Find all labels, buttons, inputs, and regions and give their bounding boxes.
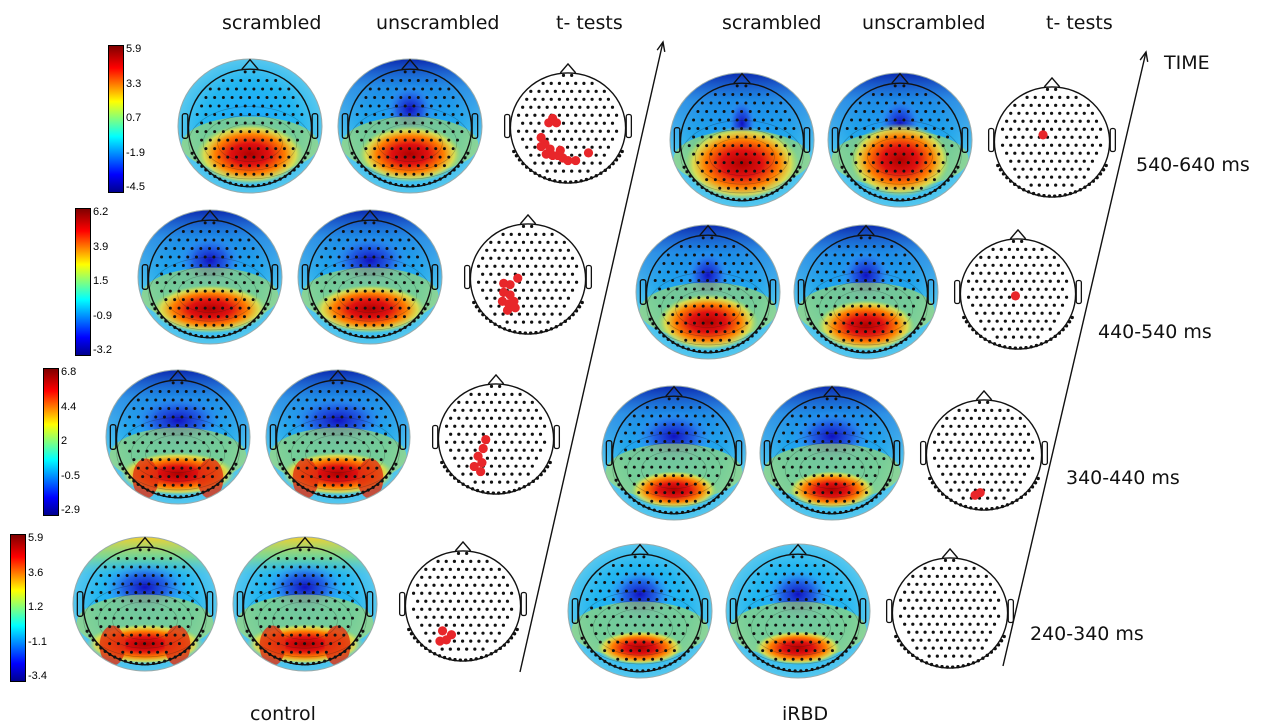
colorbar-tick-label: 5.9 <box>126 43 142 55</box>
colorbar-tick-label: -1.1 <box>28 635 47 648</box>
significant-electrode-marker <box>970 490 980 500</box>
colorbar-gradient <box>108 45 124 193</box>
time-arrow-control <box>519 40 666 673</box>
colorbar-tick-label: -0.5 <box>61 469 80 482</box>
control-unscrambled-map <box>297 209 443 345</box>
colorbar-tick-label: 2 <box>61 435 68 447</box>
colorbar-tick-label: -0.9 <box>93 309 112 322</box>
irbd-unscrambled-map <box>759 385 905 521</box>
colorbar-tick-label: 1.2 <box>28 601 44 613</box>
colorbar-tick-label: 3.3 <box>126 77 142 90</box>
significant-electrode-marker <box>502 305 513 315</box>
irbd-scrambled-map <box>567 543 713 679</box>
column-header-ttests: t- tests <box>1046 12 1113 34</box>
irbd-scrambled-map <box>601 385 747 521</box>
control-scrambled-map <box>137 209 283 345</box>
irbd-scrambled-map <box>669 72 815 208</box>
control-unscrambled-map <box>337 58 483 194</box>
control-ttest-map <box>431 373 561 495</box>
control-ttest-map <box>503 62 633 184</box>
time-axis-label: TIME <box>1164 52 1210 74</box>
colorbar-gradient <box>10 534 26 682</box>
control-unscrambled-map <box>265 369 411 505</box>
significant-electrode-marker <box>476 466 486 477</box>
colorbar-tick-label: 1.5 <box>93 275 109 287</box>
column-header-unscrambled: unscrambled <box>862 12 986 34</box>
column-header-ttests: t- tests <box>556 12 623 34</box>
significant-electrode-marker <box>477 458 487 468</box>
significant-electrode-marker <box>571 155 581 166</box>
significant-electrode-marker <box>536 141 546 152</box>
colorbar-tick-label: -4.5 <box>126 181 145 193</box>
group-label-irbd: iRBD <box>782 703 829 725</box>
significant-electrode-marker <box>1038 130 1048 140</box>
control-ttest-map <box>463 213 593 335</box>
column-header-scrambled: scrambled <box>722 12 822 34</box>
column-header-unscrambled: unscrambled <box>376 12 500 34</box>
time-window-label: 240-340 ms <box>1030 623 1144 645</box>
significant-electrode-marker <box>563 155 573 166</box>
colorbar-tick-label: 3.9 <box>93 240 109 253</box>
colorbar-tick-label: -1.9 <box>126 146 145 159</box>
colorbar-tick-label: 3.6 <box>28 566 44 579</box>
colorbar-tick-label: 6.2 <box>93 206 109 218</box>
time-arrow-irbd <box>1002 50 1149 667</box>
control-scrambled-map <box>105 369 251 505</box>
significant-electrode-marker <box>555 145 565 155</box>
significant-electrode-marker <box>435 636 445 646</box>
column-header-scrambled: scrambled <box>222 12 322 34</box>
group-label-control: control <box>250 703 316 725</box>
control-ttest-map <box>398 540 528 662</box>
colorbar: 5.9 3.3 0.7 -1.9 -4.5 <box>108 43 156 193</box>
time-window-label: 440-540 ms <box>1098 321 1212 343</box>
control-unscrambled-map <box>232 536 378 672</box>
irbd-ttest-map <box>919 389 1049 511</box>
irbd-ttest-map <box>987 76 1117 198</box>
time-window-label: 540-640 ms <box>1136 154 1250 176</box>
significant-electrode-marker <box>513 273 523 283</box>
irbd-unscrambled-map <box>793 224 939 360</box>
colorbar: 5.9 3.6 1.2 -1.1 -3.4 <box>10 532 58 682</box>
colorbar: 6.8 4.4 2 -0.5 -2.9 <box>43 366 91 516</box>
colorbar-gradient <box>75 208 91 356</box>
colorbar-tick-label: 6.8 <box>61 366 77 378</box>
colorbar-tick-label: 4.4 <box>61 400 77 413</box>
colorbar-tick-label: -3.2 <box>93 344 112 356</box>
irbd-ttest-map <box>885 547 1015 669</box>
control-scrambled-map <box>72 536 218 672</box>
significant-electrode-marker <box>469 461 479 472</box>
irbd-unscrambled-map <box>827 72 973 208</box>
significant-electrode-marker <box>583 148 594 158</box>
colorbar: 6.2 3.9 1.5 -0.9 -3.2 <box>75 206 123 356</box>
colorbar-tick-label: -2.9 <box>61 504 80 516</box>
irbd-unscrambled-map <box>725 543 871 679</box>
significant-electrode-marker <box>548 113 558 123</box>
irbd-ttest-map <box>953 228 1083 350</box>
colorbar-tick-label: 5.9 <box>28 532 44 544</box>
control-scrambled-map <box>177 58 323 194</box>
significant-electrode-marker <box>505 280 515 290</box>
significant-electrode-marker <box>510 303 520 313</box>
significant-electrode-marker <box>437 626 448 636</box>
irbd-scrambled-map <box>635 224 781 360</box>
colorbar-gradient <box>43 368 59 516</box>
colorbar-tick-label: 0.7 <box>126 112 142 124</box>
colorbar-tick-label: -3.4 <box>28 670 47 682</box>
significant-electrode-marker <box>481 434 491 445</box>
significant-electrode-marker <box>1010 291 1021 301</box>
time-window-label: 340-440 ms <box>1066 467 1180 489</box>
significant-electrode-marker <box>478 443 488 454</box>
